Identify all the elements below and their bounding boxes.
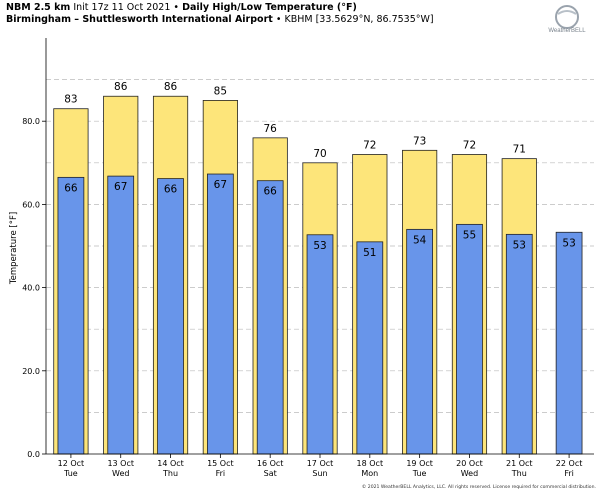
low-temperature-bar [505, 233, 533, 455]
low-temperature-bar [256, 180, 284, 455]
y-tick-label: 0.0 [27, 450, 40, 459]
x-tick-day: Tue [63, 469, 78, 478]
low-temperature-label: 67 [114, 181, 127, 193]
high-temperature-label: 70 [313, 148, 326, 160]
low-temperature-bar [456, 223, 483, 455]
chart-header-line-2: Birmingham – Shuttlesworth International… [6, 14, 434, 26]
high-temperature-label: 72 [463, 139, 476, 151]
x-tick-date: 21 Oct [506, 459, 533, 468]
x-tick-day: Wed [461, 469, 478, 478]
high-temperature-label: 76 [263, 123, 277, 135]
station-info: KBHM [33.5629°N, 86.7535°W] [284, 14, 434, 25]
x-tick-date: 19 Oct [406, 459, 433, 468]
low-temperature-label: 53 [562, 237, 575, 249]
x-tick-day: Fri [216, 469, 226, 478]
high-temperature-label: 72 [363, 139, 376, 151]
x-tick-day: Fri [564, 469, 574, 478]
low-temperature-label: 66 [164, 184, 178, 196]
y-tick-label: 40.0 [22, 284, 40, 293]
y-axis-label: Temperature [°F] [9, 212, 19, 285]
high-temperature-label: 86 [114, 81, 128, 93]
low-temperature-bar [555, 231, 583, 455]
x-tick-date: 17 Oct [307, 459, 334, 468]
x-tick-day: Mon [361, 469, 378, 478]
x-tick-day: Thu [511, 469, 527, 478]
station-name: Birmingham – Shuttlesworth International… [6, 14, 273, 25]
low-temperature-label: 53 [313, 240, 326, 252]
high-temperature-label: 71 [513, 144, 526, 156]
high-temperature-label: 86 [164, 81, 178, 93]
low-temperature-bar [356, 241, 384, 455]
low-temperature-label: 51 [363, 247, 376, 259]
logo-text: WeatherBELL [548, 28, 586, 34]
x-tick-date: 13 Oct [107, 459, 134, 468]
x-tick-day: Thu [162, 469, 178, 478]
x-tick-day: Tue [412, 469, 427, 478]
high-temperature-label: 83 [64, 94, 77, 106]
separator-bullet: • [275, 14, 282, 25]
low-temperature-label: 66 [263, 186, 277, 198]
product-title: Daily High/Low Temperature (°F) [182, 2, 357, 13]
low-temperature-label: 53 [513, 239, 526, 251]
model-name: NBM 2.5 km [6, 2, 71, 13]
x-tick-date: 15 Oct [207, 459, 234, 468]
low-temperature-bar [306, 234, 334, 455]
x-tick-date: 22 Oct [556, 459, 583, 468]
high-temperature-label: 73 [413, 135, 426, 147]
chart-header-line-1: NBM 2.5 km Init 17z 11 Oct 2021 • Daily … [6, 2, 357, 14]
low-temperature-bar [157, 178, 184, 455]
x-tick-date: 20 Oct [456, 459, 483, 468]
low-temperature-bar [207, 173, 234, 455]
low-temperature-label: 67 [214, 179, 227, 191]
x-tick-day: Sat [264, 469, 277, 478]
low-temperature-bar [406, 228, 433, 455]
low-temperature-label: 54 [413, 234, 427, 246]
x-tick-day: Sun [312, 469, 327, 478]
separator-bullet: • [173, 2, 180, 13]
copyright-footer: © 2021 WeatherBELL Analytics, LLC. All r… [362, 483, 596, 490]
low-temperature-bar [107, 175, 135, 455]
x-tick-date: 16 Oct [257, 459, 284, 468]
high-temperature-label: 85 [214, 85, 227, 97]
low-temperature-label: 66 [64, 182, 78, 194]
weatherbell-logo: WeatherBELL [548, 5, 586, 34]
x-tick-date: 14 Oct [157, 459, 184, 468]
x-tick-date: 12 Oct [58, 459, 85, 468]
x-tick-date: 18 Oct [357, 459, 384, 468]
init-time: Init 17z 11 Oct 2021 [73, 2, 171, 13]
low-temperature-bar [57, 176, 85, 455]
y-tick-label: 60.0 [22, 200, 40, 209]
y-tick-label: 20.0 [22, 367, 40, 376]
x-tick-day: Wed [112, 469, 129, 478]
y-tick-label: 80.0 [22, 117, 40, 126]
low-temperature-series: 66 67 66 67 66 53 51 54 55 53 53 [57, 173, 583, 455]
low-temperature-label: 55 [463, 229, 476, 241]
